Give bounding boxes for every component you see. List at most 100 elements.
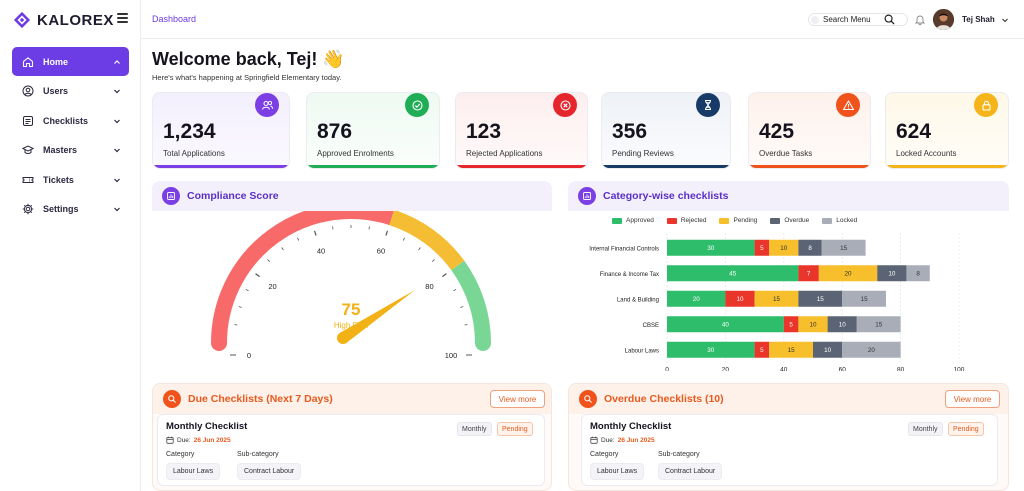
subcategory-label: Sub-category [658, 451, 700, 458]
bar-segment-locked[interactable] [842, 290, 886, 307]
legend-label: Pending [733, 217, 758, 224]
overdue-checklist-item[interactable]: Monthly Checklist Due: 26 Jun 2025 Month… [581, 414, 998, 486]
warning-icon [836, 93, 860, 117]
stat-card-locked-accounts[interactable]: 624 Locked Accounts [885, 92, 1009, 169]
stat-label: Pending Reviews [612, 149, 674, 158]
bar-segment-overdue[interactable] [877, 265, 907, 282]
bar-segment-overdue[interactable] [798, 239, 822, 256]
gauge-tick [281, 247, 284, 251]
bar-segment-locked[interactable] [821, 239, 866, 256]
category-chip: Labour Laws [590, 463, 645, 480]
subcategory-chip: Contract Labour [658, 463, 723, 480]
checklist-title: Monthly Checklist [166, 421, 248, 432]
stat-card-pending-reviews[interactable]: 356 Pending Reviews [601, 92, 731, 169]
gauge-risk-label: High Risk [334, 321, 369, 330]
bar-value-label: 15 [875, 322, 883, 329]
bar-value-label: 45 [729, 271, 737, 278]
sidebar-item-home[interactable]: Home [12, 47, 129, 76]
overdue-view-more-button[interactable]: View more [945, 390, 1000, 408]
gauge-band-low [211, 211, 394, 344]
search-doc-icon [579, 390, 597, 408]
calendar-icon [590, 436, 598, 444]
gauge-cap [211, 335, 227, 351]
due-header: Due Checklists (Next 7 Days) [153, 384, 551, 414]
search-icon[interactable] [884, 14, 895, 25]
stat-accent-bar [749, 165, 870, 168]
bar-segment-overdue[interactable] [813, 341, 843, 358]
bar-segment-rejected[interactable] [725, 290, 755, 307]
chevron-down-icon[interactable] [1001, 16, 1009, 24]
bar-value-label: 5 [760, 245, 764, 252]
brand[interactable]: KALOREX [13, 9, 114, 31]
breadcrumb[interactable]: Dashboard [152, 14, 197, 24]
search-menu-toggle[interactable]: Search Menu [808, 13, 908, 26]
due-checklist-item[interactable]: Monthly Checklist Due: 26 Jun 2025 Month… [157, 414, 545, 486]
menu-toggle-icon[interactable] [117, 13, 128, 23]
bar-value-label: 15 [773, 296, 781, 303]
bar-segment-pending[interactable] [769, 341, 813, 358]
user-name[interactable]: Tej Shah [962, 15, 995, 24]
due-view-more-button[interactable]: View more [490, 390, 545, 408]
bar-value-label: 10 [888, 271, 896, 278]
due-date: 26 Jun 2025 [617, 436, 655, 444]
bar-segment-approved[interactable] [667, 265, 799, 282]
stat-value: 624 [896, 120, 932, 143]
bar-segment-approved[interactable] [667, 239, 755, 256]
sidebar-item-checklists[interactable]: Checklists [12, 106, 129, 135]
stat-card-overdue-tasks[interactable]: 425 Overdue Tasks [748, 92, 871, 169]
bar-segment-rejected[interactable] [783, 316, 799, 333]
sidebar-item-users[interactable]: Users [12, 77, 129, 106]
bar-value-label: 5 [789, 322, 793, 329]
bar-segment-approved[interactable] [667, 316, 784, 333]
legend-swatch [612, 217, 622, 224]
frequency-badge: Monthly [908, 422, 943, 436]
stat-value: 1,234 [163, 120, 216, 143]
stat-card-rejected-applications[interactable]: 123 Rejected Applications [455, 92, 588, 169]
bar-segment-locked[interactable] [842, 341, 901, 358]
legend-item-approved[interactable]: Approved [612, 217, 654, 224]
avatar[interactable] [933, 9, 954, 30]
stat-card-approved-enrolments[interactable]: 876 Approved Enrolments [306, 92, 440, 169]
bar-segment-pending[interactable] [798, 316, 828, 333]
stat-label: Rejected Applications [466, 149, 543, 158]
sidebar-item-masters[interactable]: Masters [12, 136, 129, 165]
sidebar-item-settings[interactable]: Settings [12, 195, 129, 224]
sidebar-item-tickets[interactable]: Tickets [12, 165, 129, 194]
bar-segment-pending[interactable] [769, 239, 799, 256]
bar-segment-locked[interactable] [906, 265, 930, 282]
bar-value-label: 8 [808, 245, 812, 252]
gauge-tick-label: 80 [425, 282, 433, 291]
stat-card-total-applications[interactable]: 1,234 Total Applications [152, 92, 290, 169]
gauge-tick [385, 230, 389, 236]
legend-item-overdue[interactable]: Overdue [770, 217, 809, 224]
bar-segment-rejected[interactable] [754, 239, 770, 256]
legend-item-rejected[interactable]: Rejected [666, 217, 706, 224]
stat-value: 425 [759, 120, 795, 143]
sidebar: KALOREX Home Users Checklists [0, 0, 141, 491]
bar-segment-rejected[interactable] [754, 341, 770, 358]
gauge-score-value: 75 [342, 300, 361, 319]
bar-value-label: 20 [868, 347, 876, 354]
sidebar-nav: Home Users Checklists [12, 47, 129, 224]
bar-value-label: 15 [788, 347, 796, 354]
bell-icon[interactable] [915, 14, 925, 25]
bar-segment-overdue[interactable] [827, 316, 857, 333]
gauge-tick [442, 273, 447, 278]
bar-segment-rejected[interactable] [798, 265, 819, 282]
gauge-tick [255, 273, 260, 278]
bar-segment-overdue[interactable] [798, 290, 843, 307]
bar-segment-approved[interactable] [667, 341, 755, 358]
legend-item-pending[interactable]: Pending [719, 217, 757, 224]
legend-item-locked[interactable]: Locked [822, 217, 857, 224]
bar-segment-locked[interactable] [856, 316, 901, 333]
gauge-tick [238, 306, 242, 308]
bar-segment-pending[interactable] [754, 290, 799, 307]
gauge-needle [339, 290, 415, 343]
status-badge: Pending [497, 422, 533, 436]
gauge-tick [460, 306, 464, 308]
gauge-tick-label: 100 [445, 351, 458, 360]
bar-segment-approved[interactable] [667, 290, 726, 307]
sidebar-item-label: Users [43, 86, 69, 96]
bar-segment-pending[interactable] [818, 265, 878, 282]
bar-value-label: 10 [824, 347, 832, 354]
